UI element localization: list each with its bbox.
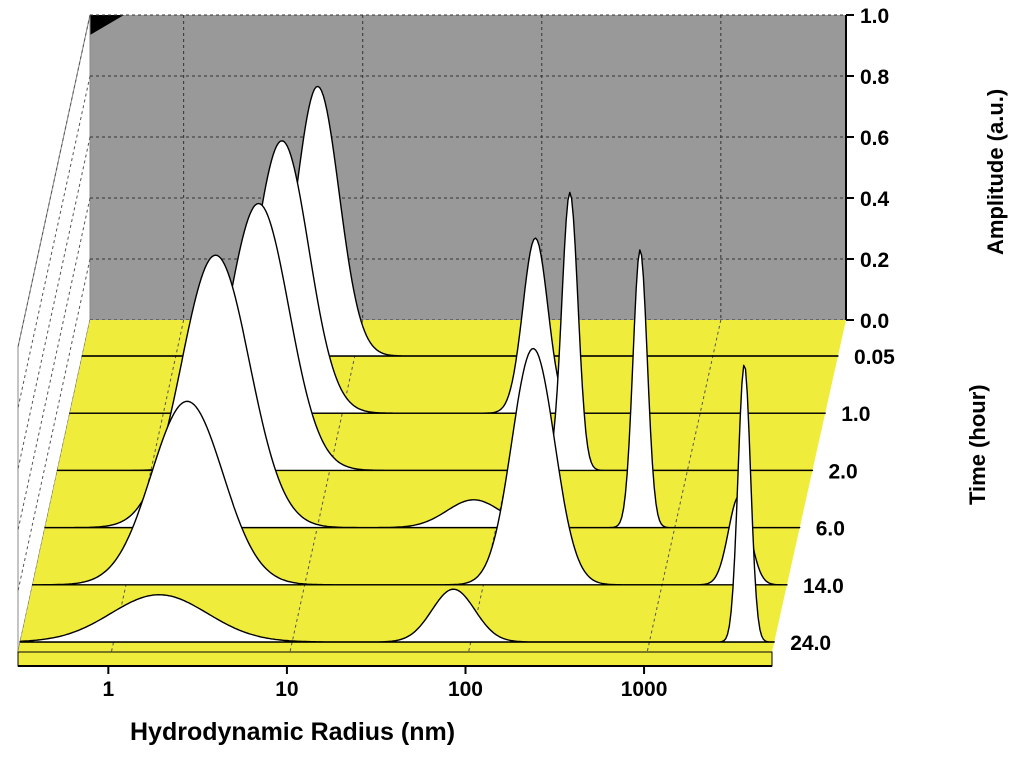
z-tick-label: 0.4 (860, 188, 890, 211)
z-tick-label: 0.6 (860, 127, 889, 150)
y-tick-label: 0.05 (854, 346, 895, 369)
series-ridge (31, 347, 788, 586)
x-tick-label: 10 (275, 678, 298, 701)
z-tick-label: 0.8 (860, 66, 890, 89)
series-ridge (19, 364, 775, 643)
z-tick-label: 0.2 (860, 249, 889, 272)
corner-marker (90, 15, 124, 35)
x-tick-label: 100 (448, 678, 483, 701)
side-wall-gridline (17, 75, 91, 409)
side-wall-gridline (17, 197, 91, 531)
side-wall-gridline (17, 14, 91, 348)
y-tick-label: 14.0 (803, 575, 844, 598)
series-ridge (44, 249, 801, 529)
labels-layer: 0.0 0.2 0.4 0.6 0.8 1.0 0.05 1.0 2.0 6.0 14.0 24.0 1… (18, 5, 895, 701)
x-tick-label: 1000 (621, 678, 668, 701)
z-tick-label: 0.0 (860, 310, 889, 333)
side-wall-gridline (17, 136, 91, 470)
y-tick-label: 6.0 (816, 518, 845, 541)
z-axis-title: Amplitude (a.u.) (983, 89, 1008, 255)
series-layer (19, 85, 839, 643)
x-gridline-floor (646, 319, 722, 653)
x-gridline-floor (289, 319, 364, 653)
y-axis-title: Time (hour) (965, 384, 990, 505)
y-tick-label: 1.0 (841, 403, 870, 426)
z-tick-label: 1.0 (860, 5, 889, 28)
side-wall-gridline (17, 258, 91, 592)
x-tick-label: 1 (102, 678, 114, 701)
y-tick-label: 24.0 (790, 632, 831, 655)
y-tick-label: 2.0 (828, 460, 857, 483)
x-axis-title: Hydrodynamic Radius (nm) (130, 718, 455, 746)
floor-front-strip (17, 651, 773, 667)
